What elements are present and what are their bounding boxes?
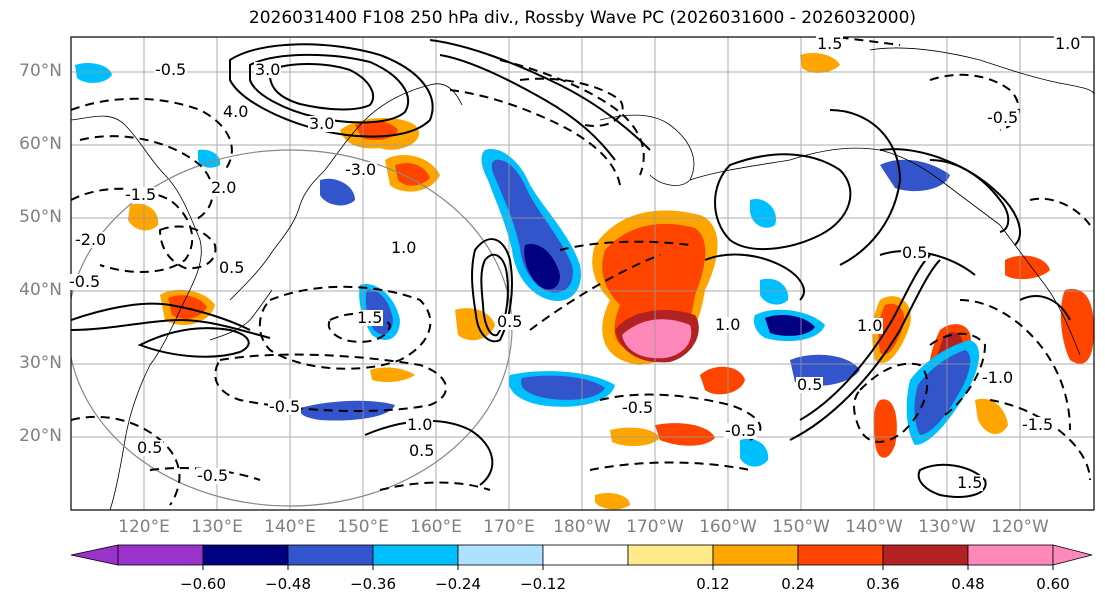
contour-label: 0.5 — [496, 312, 524, 331]
contour-label: -0.5 — [154, 60, 188, 79]
contour-label: 1.0 — [406, 415, 434, 434]
map-title: 2026031400 F108 250 hPa div., Rossby Wav… — [248, 8, 917, 28]
contour-label: -3.0 — [344, 160, 378, 179]
contour-label: 1.5 — [816, 34, 844, 53]
lat-label: 20°N — [19, 426, 62, 446]
colorbar-tick-label: −0.48 — [265, 575, 311, 593]
colorbar-bin — [372, 544, 459, 566]
colorbar-bin — [967, 544, 1054, 566]
lat-label: 60°N — [19, 134, 62, 154]
colorbar-bin — [117, 544, 204, 566]
colorbar-tick-label: 0.12 — [696, 575, 730, 593]
colorbar-tick-label: −0.24 — [435, 575, 481, 593]
coastlines — [71, 47, 1094, 510]
colorbar-tick-label: 0.60 — [1036, 575, 1070, 593]
lon-label: 150°W — [772, 517, 830, 537]
colorbar-bin — [542, 544, 629, 566]
lon-label: 170°W — [626, 517, 684, 537]
lon-label: 160°W — [699, 517, 757, 537]
colorbar-tick-label: 0.36 — [866, 575, 900, 593]
lat-label: 50°N — [19, 207, 62, 227]
lat-label: 40°N — [19, 280, 62, 300]
colorbar-bin — [712, 544, 799, 566]
contour-label: 1.0 — [390, 238, 418, 257]
contour-label: 2.0 — [210, 178, 238, 197]
contour-label: 0.5 — [408, 441, 436, 460]
contour-label: 3.0 — [308, 114, 336, 133]
colorbar-tick-label: −0.12 — [520, 575, 566, 593]
lon-label: 130°W — [918, 517, 976, 537]
map-frame — [70, 36, 1095, 511]
lon-label: 160°E — [410, 517, 462, 537]
negative-divergence-shading — [75, 63, 980, 467]
contour-label: 1.5 — [956, 473, 984, 492]
contour-label: 0.5 — [901, 243, 929, 262]
contour-label: -2.0 — [74, 230, 108, 249]
colorbar-bin — [202, 544, 289, 566]
contour-label: 0.5 — [136, 438, 164, 457]
lat-label: 70°N — [19, 61, 62, 81]
contour-label: -0.5 — [268, 397, 302, 416]
contour-label: 0.5 — [218, 258, 246, 277]
colorbar-min-arrow — [70, 544, 119, 566]
colorbar — [70, 544, 1093, 566]
lon-label: 120°W — [991, 517, 1049, 537]
colorbar-tick-label: −0.36 — [350, 575, 396, 593]
colorbar-max-arrow — [1052, 544, 1093, 566]
colorbar-tick-label: −0.60 — [180, 575, 226, 593]
colorbar-bin — [627, 544, 714, 566]
colorbar-bin — [457, 544, 544, 566]
lat-label: 30°N — [19, 353, 62, 373]
contour-label: -1.5 — [124, 185, 158, 204]
contour-label: 1.0 — [714, 315, 742, 334]
lon-label: 180°W — [553, 517, 611, 537]
lon-label: 150°E — [337, 517, 389, 537]
contour-label: -0.5 — [621, 398, 655, 417]
colorbar-bin — [797, 544, 884, 566]
contour-label: -1.0 — [981, 368, 1015, 387]
contour-label: 4.0 — [222, 102, 250, 121]
lon-label: 140°W — [845, 517, 903, 537]
lon-label: 140°E — [264, 517, 316, 537]
contour-label: 1.5 — [356, 308, 384, 327]
lon-label: 120°E — [118, 517, 170, 537]
contour-label: -1.5 — [1021, 415, 1055, 434]
negative-contours — [71, 37, 1091, 506]
contour-label: 1.0 — [1054, 34, 1082, 53]
contour-label: -0.5 — [196, 466, 230, 485]
colorbar-bin — [882, 544, 969, 566]
contour-label: 1.0 — [856, 316, 884, 335]
colorbar-tick-label: 0.24 — [781, 575, 815, 593]
contour-label: 3.0 — [254, 60, 282, 79]
positive-contours — [71, 39, 1071, 498]
contour-label: -0.5 — [68, 272, 102, 291]
contour-label: -0.5 — [986, 108, 1020, 127]
contour-label: -0.5 — [724, 421, 758, 440]
lon-label: 170°E — [483, 517, 535, 537]
colorbar-tick-marks — [202, 565, 1054, 570]
lon-label: 130°E — [191, 517, 243, 537]
colorbar-bin — [287, 544, 374, 566]
colorbar-tick-label: 0.48 — [951, 575, 985, 593]
contour-label: 0.5 — [796, 375, 824, 394]
